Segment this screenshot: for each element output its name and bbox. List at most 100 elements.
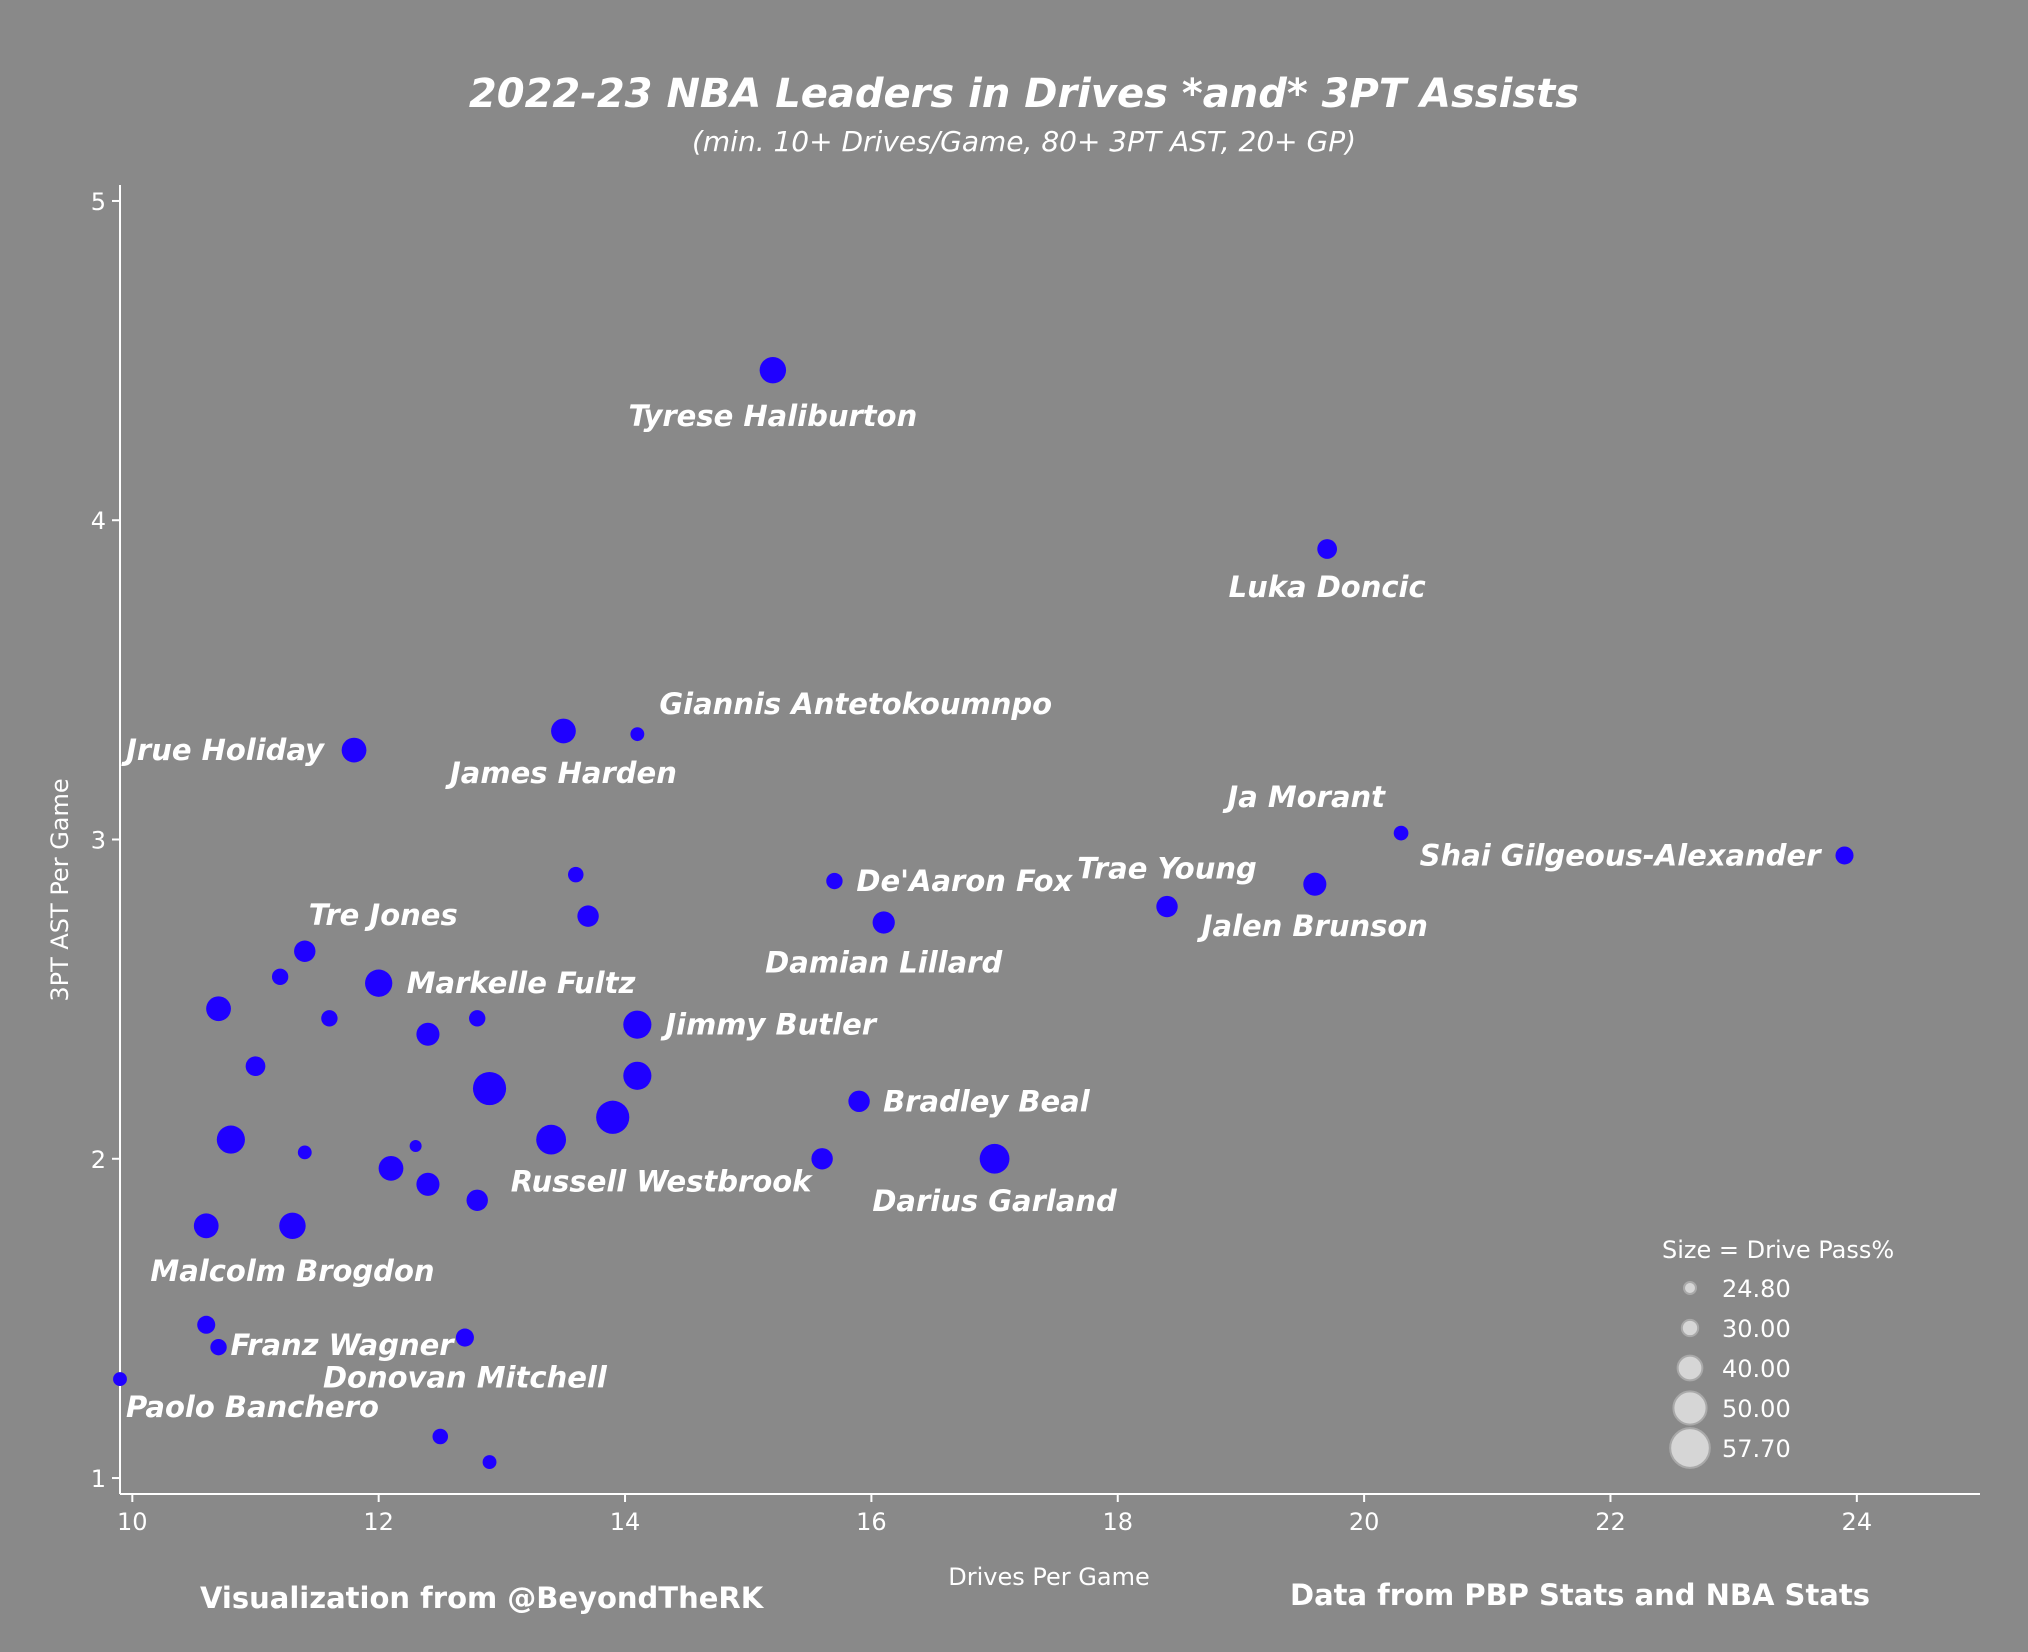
y-tick-group: 1 2 3 4 5 <box>91 188 120 1493</box>
data-label: Trae Young <box>1077 852 1256 886</box>
data-point <box>365 969 393 997</box>
data-point <box>378 1155 404 1181</box>
data-point <box>826 872 843 890</box>
data-point <box>623 1061 652 1090</box>
data-label: Malcolm Brogdon <box>150 1254 434 1288</box>
data-label: Bradley Beal <box>883 1084 1091 1118</box>
size-legend-circle <box>1676 1354 1704 1382</box>
data-point <box>210 1338 227 1356</box>
data-point <box>848 1090 870 1113</box>
credit-right: Data from PBP Stats and NBA Stats <box>1290 1578 1870 1612</box>
y-tick-label: 2 <box>91 1146 106 1174</box>
size-legend-circle <box>1669 1427 1711 1469</box>
data-label: Darius Garland <box>872 1184 1117 1218</box>
size-legend-label: 50.00 <box>1722 1395 1791 1423</box>
data-points <box>113 356 1854 1469</box>
chart-title: 2022-23 NBA Leaders in Drives *and* 3PT … <box>469 71 1579 117</box>
data-point <box>1156 895 1178 918</box>
y-axis-label: 3PT AST Per Game <box>46 778 74 1001</box>
data-point <box>469 1010 486 1027</box>
data-point <box>466 1189 488 1211</box>
x-tick-group: 10 12 14 16 18 20 22 24 <box>117 1494 1872 1536</box>
x-axis: 10 12 14 16 18 20 22 24 <box>117 1493 1980 1536</box>
data-point <box>1835 846 1854 865</box>
x-tick-label: 14 <box>610 1508 641 1536</box>
data-point <box>193 1213 219 1239</box>
data-point <box>321 1010 338 1027</box>
size-legend-circle <box>1672 1390 1708 1426</box>
data-point <box>297 1145 312 1160</box>
data-label: Franz Wagner <box>231 1328 456 1362</box>
size-legend-title: Size = Drive Pass% <box>1662 1236 1894 1264</box>
y-tick-label: 5 <box>91 188 106 216</box>
data-label: Giannis Antetokoumnpo <box>659 687 1052 721</box>
data-point <box>596 1100 630 1134</box>
data-label: Tyrese Haliburton <box>628 399 917 433</box>
data-point <box>206 996 231 1022</box>
data-label: Jalen Brunson <box>1197 909 1428 943</box>
x-tick-label: 12 <box>363 1508 394 1536</box>
data-point <box>979 1143 1010 1174</box>
data-label: Paolo Banchero <box>126 1390 379 1424</box>
data-point <box>455 1328 474 1347</box>
size-legend-label: 40.00 <box>1722 1355 1791 1383</box>
size-legend-circle <box>1683 1281 1697 1295</box>
data-point <box>197 1315 216 1334</box>
size-legend-label: 24.80 <box>1722 1275 1791 1303</box>
data-label: Jrue Holiday <box>121 733 325 767</box>
data-label: James Harden <box>445 756 677 790</box>
data-label: Russell Westbrook <box>511 1165 813 1199</box>
data-point <box>271 968 289 985</box>
data-point <box>416 1022 440 1046</box>
y-tick-label: 3 <box>91 827 106 855</box>
size-legend-label: 30.00 <box>1722 1315 1791 1343</box>
data-point <box>216 1125 245 1154</box>
data-point <box>811 1148 833 1170</box>
data-label: Shai Gilgeous-Alexander <box>1420 838 1823 872</box>
data-label: De'Aaron Fox <box>856 864 1073 898</box>
y-axis: 1 2 3 4 5 <box>91 185 121 1494</box>
data-point <box>536 1124 567 1155</box>
x-tick-label: 18 <box>1102 1508 1133 1536</box>
x-tick-label: 24 <box>1842 1508 1873 1536</box>
data-label: Tre Jones <box>309 898 458 932</box>
data-point <box>577 905 599 927</box>
data-point <box>472 1071 507 1106</box>
x-tick-label: 22 <box>1595 1508 1626 1536</box>
data-point <box>432 1428 449 1445</box>
data-labels: Tyrese Haliburton Luka Doncic Giannis Ante… <box>121 399 1822 1424</box>
data-point <box>341 737 367 763</box>
y-tick-label: 1 <box>91 1465 106 1493</box>
data-point <box>245 1056 266 1077</box>
data-point <box>1303 872 1327 896</box>
data-label: Luka Doncic <box>1229 570 1426 604</box>
data-label: Ja Morant <box>1222 780 1386 814</box>
x-tick-label: 16 <box>856 1508 887 1536</box>
data-point <box>1393 825 1409 841</box>
data-point <box>409 1139 422 1152</box>
size-legend-circle <box>1680 1318 1700 1338</box>
data-point <box>759 356 787 384</box>
data-point <box>1317 539 1338 559</box>
data-point <box>623 1010 652 1039</box>
x-axis-label: Drives Per Game <box>948 1563 1149 1591</box>
x-tick-label: 20 <box>1349 1508 1380 1536</box>
data-point <box>482 1455 497 1469</box>
data-label: Damian Lillard <box>765 946 1002 980</box>
size-legend-items: 24.80 30.00 40.00 50.00 57.70 <box>1669 1275 1791 1469</box>
y-tick-label: 4 <box>91 507 106 535</box>
data-point <box>113 1372 127 1386</box>
data-label: Jimmy Butler <box>660 1008 877 1042</box>
size-legend: Size = Drive Pass% 24.80 30.00 40.00 50.00 5… <box>1662 1236 1894 1469</box>
data-point <box>551 718 576 744</box>
credit-left: Visualization from @BeyondTheRK <box>200 1581 765 1615</box>
data-point <box>872 911 895 934</box>
data-label: Markelle Fultz <box>407 966 636 1000</box>
size-legend-label: 57.70 <box>1722 1435 1791 1463</box>
data-label: Donovan Mitchell <box>323 1361 608 1395</box>
data-point <box>416 1172 440 1196</box>
chart-subtitle: (min. 10+ Drives/Game, 80+ 3PT AST, 20+ … <box>692 125 1356 158</box>
data-point <box>567 866 584 883</box>
x-tick-label: 10 <box>117 1508 148 1536</box>
